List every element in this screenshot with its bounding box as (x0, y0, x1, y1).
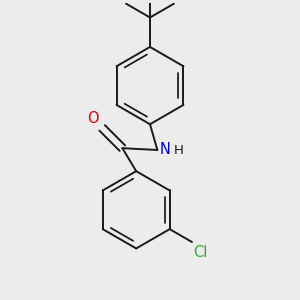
Text: H: H (174, 144, 184, 158)
Text: N: N (159, 142, 170, 157)
Text: O: O (87, 111, 98, 126)
Text: Cl: Cl (193, 245, 207, 260)
